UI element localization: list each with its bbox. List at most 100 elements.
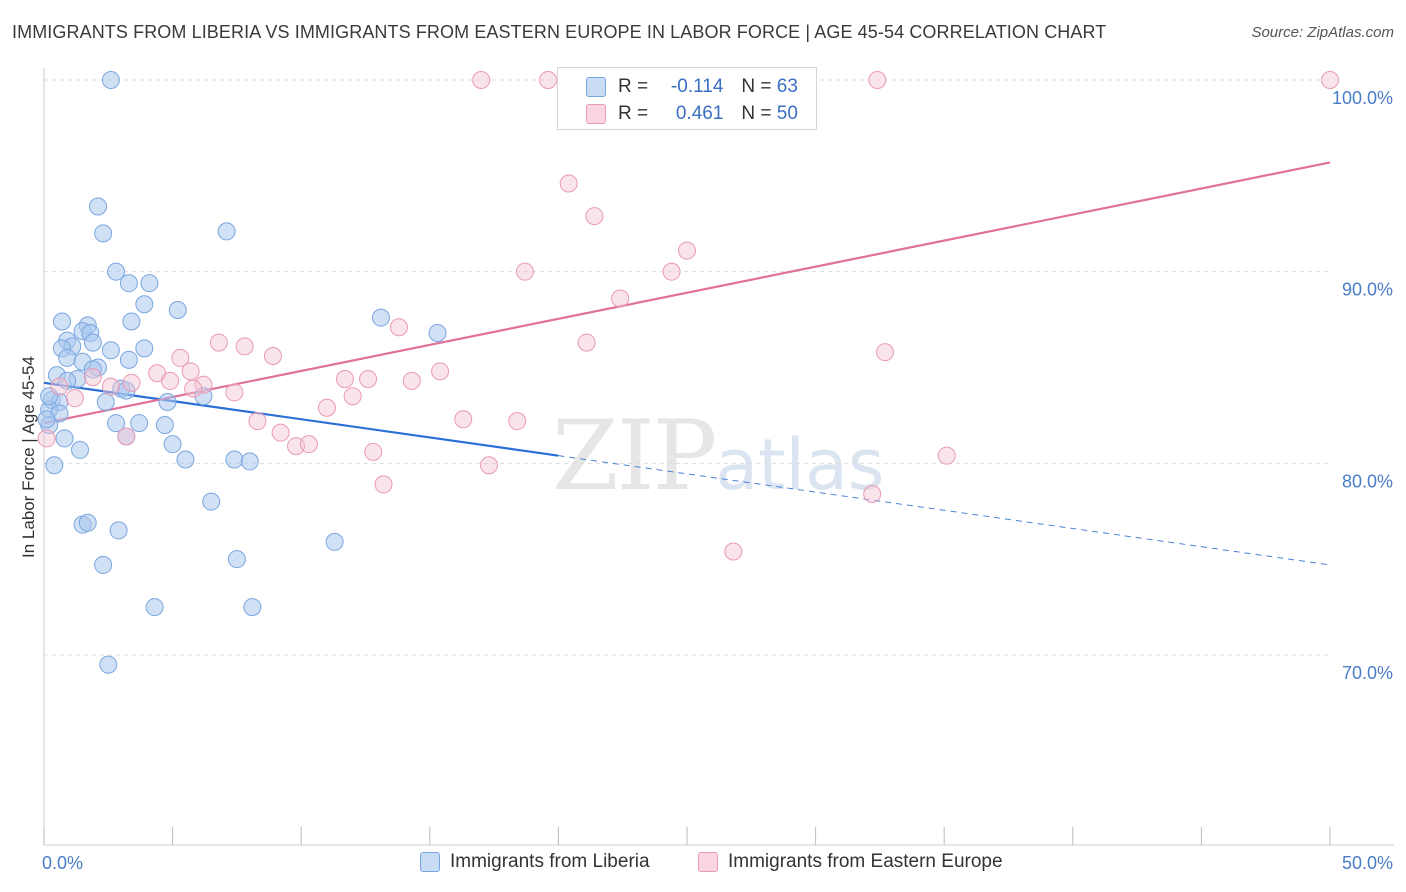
point-eastern-europe — [194, 375, 213, 394]
point-eastern-europe — [402, 371, 421, 390]
point-liberia — [119, 350, 138, 369]
point-liberia — [130, 414, 149, 433]
point-liberia — [155, 416, 174, 434]
point-eastern-europe — [577, 333, 596, 352]
point-eastern-europe — [343, 387, 362, 406]
stat-row-liberia: R = -0.114 N = 63 — [558, 74, 798, 100]
chart-source: Source: ZipAtlas.com — [1251, 24, 1394, 41]
point-liberia — [202, 492, 221, 511]
stat-swatch-liberia — [586, 77, 606, 97]
data-points — [37, 71, 1339, 674]
y-axis-label: In Labor Force | Age 45-54 — [19, 356, 38, 558]
point-liberia — [83, 333, 102, 352]
point-eastern-europe — [101, 377, 120, 396]
point-liberia — [145, 598, 164, 617]
point-liberia — [53, 312, 72, 331]
point-liberia — [101, 341, 120, 360]
point-liberia — [325, 532, 344, 551]
point-liberia — [158, 393, 177, 411]
point-liberia — [119, 274, 138, 293]
point-liberia — [71, 440, 90, 459]
stat-swatch-eastern-europe — [586, 104, 606, 124]
y-tick-label: 80.0% — [1342, 471, 1393, 491]
legend-item-liberia[interactable]: Immigrants from Liberia — [420, 851, 650, 873]
point-liberia — [428, 324, 447, 342]
point-eastern-europe — [374, 475, 393, 494]
stat-row-eastern-europe: R = 0.461 N = 50 — [558, 101, 798, 127]
point-eastern-europe — [1321, 71, 1339, 89]
trendline-liberia-dashed — [558, 455, 1331, 566]
point-eastern-europe — [225, 383, 244, 402]
point-eastern-europe — [299, 435, 318, 454]
x-tick-label: 50.0% — [1342, 853, 1393, 873]
point-liberia — [45, 456, 64, 475]
point-liberia — [58, 348, 77, 367]
point-eastern-europe — [611, 289, 630, 308]
point-eastern-europe — [263, 347, 282, 365]
y-tick-label: 100.0% — [1332, 88, 1393, 108]
stat-r-value: -0.114 — [670, 76, 724, 97]
axis-labels: 70.0% 80.0% 90.0% 100.0% 0.0% 50.0% In Labor F… — [19, 88, 1393, 873]
point-liberia — [135, 339, 154, 358]
point-liberia — [109, 521, 128, 540]
stat-r-label: R = — [618, 76, 649, 97]
point-eastern-europe — [359, 370, 378, 388]
grid-lines — [44, 79, 1330, 656]
point-eastern-europe — [335, 370, 354, 388]
point-eastern-europe — [364, 442, 383, 461]
point-liberia — [83, 360, 102, 379]
point-eastern-europe — [65, 389, 84, 408]
point-liberia — [55, 429, 74, 448]
watermark-zip: ZIP — [552, 400, 717, 512]
point-eastern-europe — [479, 456, 498, 475]
stat-n-value: 63 — [776, 76, 798, 97]
axes — [43, 68, 1394, 846]
legend-swatch-eastern-europe — [698, 852, 718, 872]
point-liberia — [96, 393, 115, 411]
point-eastern-europe — [181, 362, 200, 381]
point-eastern-europe — [50, 377, 69, 396]
trendline-eastern-europe — [43, 161, 1331, 425]
point-liberia — [101, 71, 120, 89]
point-liberia — [163, 435, 182, 454]
point-liberia — [225, 450, 244, 469]
point-eastern-europe — [122, 373, 141, 392]
point-liberia — [107, 262, 126, 281]
point-eastern-europe — [117, 427, 136, 446]
point-liberia — [176, 450, 195, 469]
y-tick-label: 90.0% — [1342, 280, 1393, 300]
y-tick-label: 70.0% — [1342, 663, 1393, 683]
trend-lines — [43, 161, 1331, 566]
chart-title: IMMIGRANTS FROM LIBERIA VS IMMIGRANTS FR… — [12, 22, 1107, 42]
point-liberia — [89, 197, 108, 216]
point-eastern-europe — [508, 412, 527, 431]
stat-n-value: 50 — [776, 103, 798, 124]
point-eastern-europe — [863, 485, 882, 503]
point-eastern-europe — [472, 71, 491, 89]
point-eastern-europe — [209, 333, 228, 352]
point-eastern-europe — [83, 368, 102, 387]
point-eastern-europe — [271, 423, 290, 442]
point-eastern-europe — [937, 446, 956, 465]
stat-n-label: N = — [741, 103, 772, 124]
stat-r-label: R = — [618, 103, 649, 124]
point-liberia — [78, 513, 97, 532]
legend-label-liberia: Immigrants from Liberia — [450, 851, 650, 872]
point-liberia — [94, 555, 113, 574]
point-eastern-europe — [389, 318, 408, 337]
legend: Immigrants from Liberia Immigrants from … — [0, 851, 1406, 879]
legend-swatch-liberia — [420, 852, 440, 872]
point-eastern-europe — [585, 207, 604, 226]
point-liberia — [168, 301, 187, 319]
point-eastern-europe — [539, 71, 558, 89]
legend-item-eastern-europe[interactable]: Immigrants from Eastern Europe — [698, 851, 1003, 873]
point-eastern-europe — [868, 71, 887, 89]
point-eastern-europe — [662, 262, 681, 281]
point-eastern-europe — [235, 337, 254, 356]
point-eastern-europe — [515, 262, 534, 281]
point-eastern-europe — [724, 542, 743, 561]
point-liberia — [99, 655, 118, 674]
watermark: ZIPatlas — [552, 400, 884, 512]
point-eastern-europe — [876, 343, 895, 362]
